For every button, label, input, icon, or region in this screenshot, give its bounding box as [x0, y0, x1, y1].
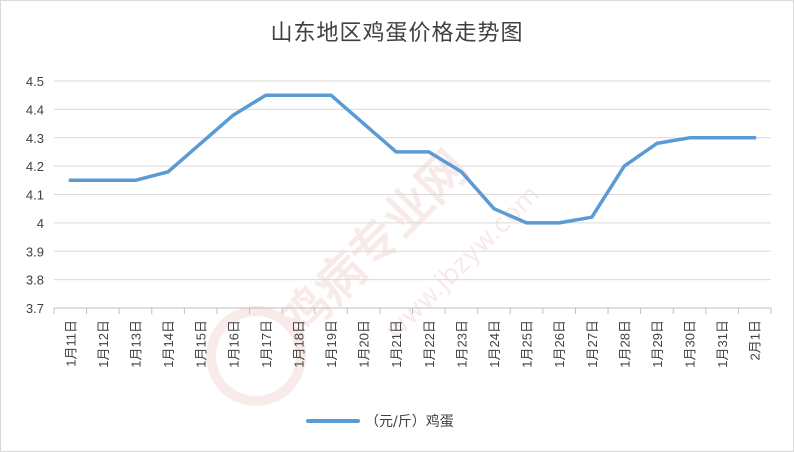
x-tick-label: 1月23日 — [454, 320, 469, 368]
y-tick-label: 3.7 — [26, 301, 44, 316]
x-tick-label: 1月11日 — [63, 320, 78, 367]
y-tick-label: 4.3 — [26, 131, 44, 146]
x-tick-label: 1月24日 — [487, 320, 502, 368]
x-tick-label: 1月27日 — [585, 320, 600, 368]
x-tick-label: 1月15日 — [194, 320, 209, 368]
series-line — [68, 93, 757, 225]
y-tick-label: 3.8 — [26, 273, 44, 288]
x-tick-label: 1月28日 — [617, 320, 632, 368]
watermark-logo — [206, 306, 306, 406]
x-tick-label: 1月29日 — [650, 320, 665, 368]
y-tick-label: 4.5 — [26, 74, 44, 89]
x-tick-label: 1月17日 — [259, 320, 274, 368]
x-tick-label: 1月18日 — [291, 320, 306, 368]
x-tick-label: 1月26日 — [552, 320, 567, 368]
gridlines — [54, 80, 771, 309]
x-tick-label: 1月30日 — [683, 320, 698, 368]
x-tick-label: 1月20日 — [357, 320, 372, 368]
y-tick-label: 4.4 — [26, 102, 44, 117]
x-axis: 1月11日 1月12日 1月13日 1月14日 1月15日 1月16日 1月17日 1月18日… — [53, 307, 772, 368]
chart-title: 山东地区鸡蛋价格走势图 — [270, 21, 524, 46]
x-tick-label: 1月22日 — [422, 320, 437, 368]
x-tick-label: 1月21日 — [389, 320, 404, 368]
x-tick-label: 1月25日 — [520, 320, 535, 368]
x-tick-label: 1月14日 — [161, 320, 176, 368]
x-tick-label: 2月1日 — [748, 320, 763, 360]
legend-label: （元/斤）鸡蛋 — [365, 413, 454, 430]
x-tick-label: 1月16日 — [226, 320, 241, 368]
x-tick-label: 1月31日 — [715, 320, 730, 368]
y-tick-label: 3.9 — [26, 244, 44, 259]
x-tick-label: 1月19日 — [324, 320, 339, 368]
y-axis: 3.7 3.8 3.9 4 4.1 4.2 4.3 4.4 4.5 — [26, 74, 44, 316]
y-tick-label: 4 — [37, 216, 44, 231]
y-tick-label: 4.2 — [26, 159, 44, 174]
legend: （元/斤）鸡蛋 — [306, 413, 454, 430]
series-layer — [68, 93, 757, 225]
x-tick-label: 1月12日 — [96, 320, 111, 368]
x-tick-label: 1月13日 — [128, 320, 143, 368]
y-tick-label: 4.1 — [26, 188, 44, 203]
watermark-text: 鸡病专业网 — [270, 140, 479, 349]
